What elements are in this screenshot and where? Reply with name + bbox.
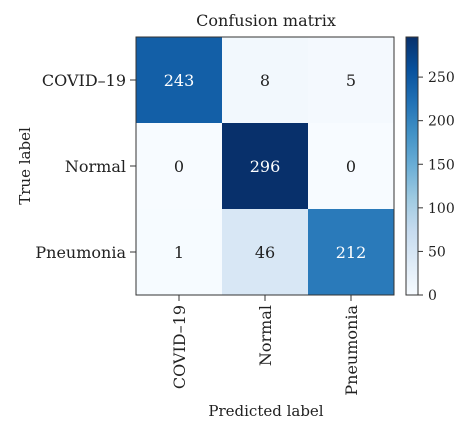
colorbar-tick-label: 200 [428, 114, 455, 130]
x-tick-label: Pneumonia [342, 305, 361, 396]
colorbar-tick-label: 150 [428, 157, 455, 173]
colorbar-tick-label: 100 [428, 201, 455, 217]
cell-value-label: 1 [174, 243, 184, 262]
cell-value-label: 5 [346, 71, 356, 90]
cell-value-label: 296 [250, 157, 281, 176]
y-tick-label: Pneumonia [35, 243, 126, 262]
heatmap-cell [222, 123, 308, 209]
y-tick-label: Normal [65, 157, 126, 176]
heatmap-cell [136, 209, 222, 295]
cell-value-label: 0 [346, 157, 356, 176]
colorbar-tick-label: 50 [428, 244, 446, 260]
cell-value-label: 8 [260, 71, 270, 90]
heatmap-cell [222, 37, 308, 123]
x-axis-ticks: COVID–19 Normal Pneumonia [170, 295, 361, 396]
cell-value-label: 212 [336, 243, 367, 262]
heatmap-cell [308, 209, 394, 295]
heatmap-cell [222, 209, 308, 295]
chart-title: Confusion matrix [196, 11, 336, 30]
x-tick-label: Normal [256, 305, 275, 366]
heatmap-cell [308, 123, 394, 209]
x-tick-label: COVID–19 [170, 305, 189, 389]
heatmap-cell [308, 37, 394, 123]
cell-value-label: 243 [164, 71, 195, 90]
y-axis-ticks: COVID–19 Normal Pneumonia [35, 71, 136, 262]
x-axis-label: Predicted label [208, 402, 323, 420]
cell-value-label: 0 [174, 157, 184, 176]
colorbar [405, 36, 419, 296]
colorbar-tick-label: 250 [428, 70, 455, 86]
cell-value-label: 46 [255, 243, 275, 262]
colorbar-tick-label: 0 [428, 288, 437, 304]
y-axis-label: True label [16, 127, 34, 205]
heatmap-cells: 243 8 5 0 296 0 1 46 212 [136, 37, 394, 295]
heatmap-cell [136, 37, 222, 123]
y-tick-label: COVID–19 [42, 71, 126, 90]
colorbar-ticks: 0 50 100 150 200 250 [418, 70, 455, 304]
heatmap-cell [136, 123, 222, 209]
